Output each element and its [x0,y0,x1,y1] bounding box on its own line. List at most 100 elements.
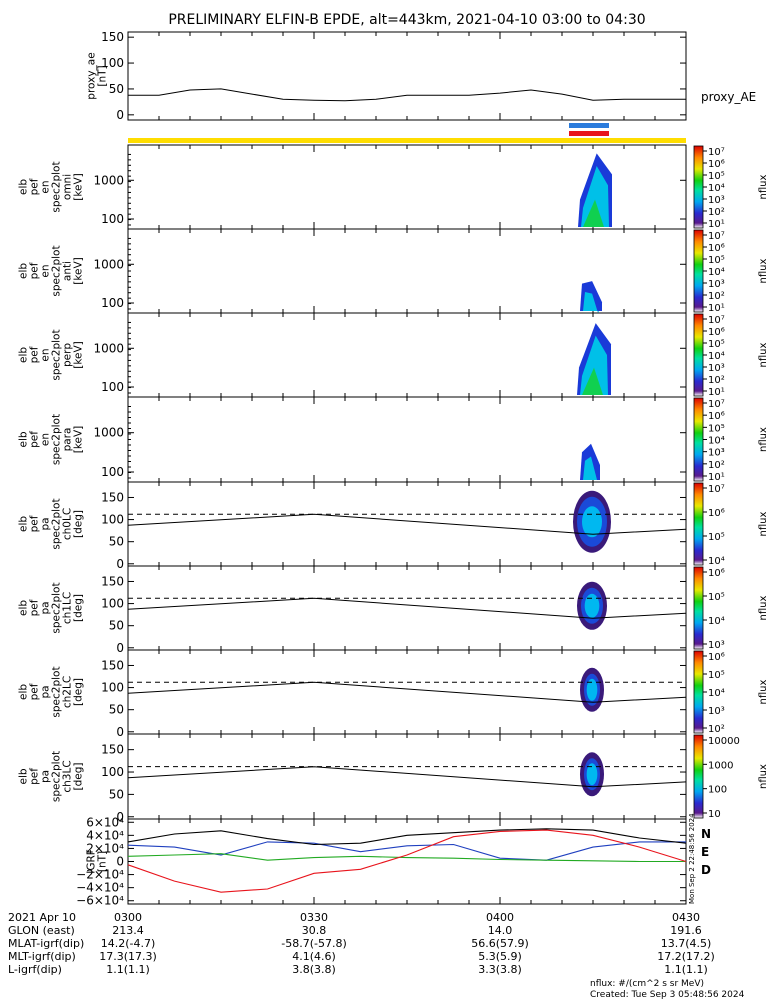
colorbar-tick-label: 10 [708,809,721,820]
y-axis-label: elb [18,179,30,195]
page-title: PRELIMINARY ELFIN-B EPDE, alt=443km, 202… [168,12,645,28]
colorbar [693,397,704,482]
colorbar-tick-label: 10⁵ [708,670,725,681]
colorbar-tick-label: 10⁶ [708,243,725,254]
y-axis-label: pa [40,685,52,698]
footer-lshell-0: 1.1(1.1) [106,963,150,976]
y-axis-label: ch2LC [62,676,74,708]
side-stamp: Mon Sep 2 22:48:56 2024 [688,813,696,904]
y-tick-label: 150 [101,743,124,757]
colorbar-tick-label: 10⁴ [708,351,725,362]
y-axis-label: pa [40,517,52,530]
y-axis-label: pef [29,346,41,363]
y-axis-label: [nT] [97,851,109,872]
footer-glon-2: 14.0 [488,924,513,937]
colorbar [693,229,704,313]
footer-mlt-3: 17.2(17.2) [657,950,715,963]
y-axis-label: spec2plot [51,751,63,802]
y-tick-label: 100 [101,513,124,527]
footer-mlt-2: 5.3(5.9) [478,950,522,963]
footer-time-0400: 0400 [486,911,514,924]
colorbar-tick-label: 10⁶ [708,568,725,579]
y-axis-label: en [40,180,52,193]
footer-lshell-3: 1.1(1.1) [664,963,708,976]
y-axis-label: [deg] [73,594,85,622]
y-tick-label: 1000 [93,173,124,187]
footer-time-0300: 0300 [114,911,142,924]
colorbar-tick-label: 10⁵ [708,171,725,182]
colorbar-tick-label: 10⁷ [708,484,725,495]
colorbar [693,650,704,734]
colorbar-tick-label: 10⁴ [708,688,725,699]
colorbar-tick-label: 10⁶ [708,327,725,338]
y-tick-label: 50 [109,787,124,801]
footer-glon-1: 30.8 [302,924,327,937]
y-axis-label: spec2plot [51,161,63,212]
y-tick-label: 150 [101,658,124,672]
y-tick-label: 0 [116,108,124,122]
y-tick-label: 0 [116,557,124,571]
y-axis-label: [keV] [73,257,85,285]
colorbar-tick-label: 10² [708,460,725,471]
y-tick-label: 0 [116,810,124,824]
y-axis-label: pef [29,683,41,700]
pa-flux-core-ch3LC [586,763,598,786]
y-tick-label: 100 [101,597,124,611]
y-axis-label: en [40,348,52,361]
colorbar-tick-label: 10⁷ [708,315,725,326]
y-axis-label: anti [62,261,74,281]
colorbar-tick-label: 10³ [708,195,725,206]
colorbar-tick-label: 10³ [708,706,725,717]
loss-cone-line [127,681,687,703]
panel-frame-para [127,396,687,483]
colorbar-tick-label: 10¹ [708,219,725,230]
colorbar-tick-label: 1000 [708,760,733,771]
colorbar-tick-label: 10¹ [708,472,725,483]
igrf-line-total [127,828,687,846]
footer-time-0430: 0430 [672,911,700,924]
igrf-line-E [127,853,686,863]
y-tick-label: 100 [101,380,124,394]
y-tick-label: 50 [109,703,124,717]
flux-core-perp [580,335,608,395]
y-axis-label: pef [29,431,41,448]
colorbar-tick-label: 10⁴ [708,436,725,447]
colorbar-tick-label: 10⁵ [708,339,725,350]
y-tick-label: 100 [101,681,124,695]
colorbar [693,145,704,229]
y-axis-label: proxy_ae [86,52,98,99]
footer-lshell-2: 3.3(3.8) [478,963,522,976]
y-tick-label: 0 [116,641,124,655]
y-axis-label: omni [62,174,74,200]
y-axis-label: [deg] [73,678,85,706]
colorbar-tick-label: 10² [708,724,725,735]
footer-time-0330: 0330 [300,911,328,924]
footer-mlt-1: 4.1(4.6) [292,950,336,963]
y-axis-label: elb [18,431,30,447]
colorbar-tick-label: 10⁴ [708,556,725,567]
pa-flux-core-ch1LC [584,593,600,618]
y-tick-label: 100 [101,465,124,479]
footer-label-mlat: MLAT-igrf(dip) [8,937,84,950]
y-tick-label: 1000 [93,341,124,355]
flux-core-anti [583,292,599,313]
igrf-legend-D: D [701,863,711,877]
y-axis-label: ch3LC [62,760,74,792]
colorbar-tick-label: 10¹ [708,387,725,398]
y-axis-label: pef [29,178,41,195]
colorbar-tick-label: 10³ [708,279,725,290]
y-tick-label: 6×10⁴ [86,815,124,829]
y-axis-label: spec2plot [51,498,63,549]
igrf-line-N [127,841,686,861]
colorbar-label: nflux [758,595,769,620]
colorbar-tick-label: 10⁶ [708,652,725,663]
igrf-legend-E: E [701,845,709,859]
footer-label-glon: GLON (east) [8,924,75,937]
y-tick-label: −6×10⁴ [76,894,124,908]
colorbar-tick-label: 10² [708,291,725,302]
colorbar-tick-label: 10⁷ [708,147,725,158]
panel-frame-anti [127,228,687,314]
colorbar [693,566,704,650]
footer-mlat-2: 56.6(57.9) [471,937,529,950]
y-axis-label: [keV] [73,426,85,454]
